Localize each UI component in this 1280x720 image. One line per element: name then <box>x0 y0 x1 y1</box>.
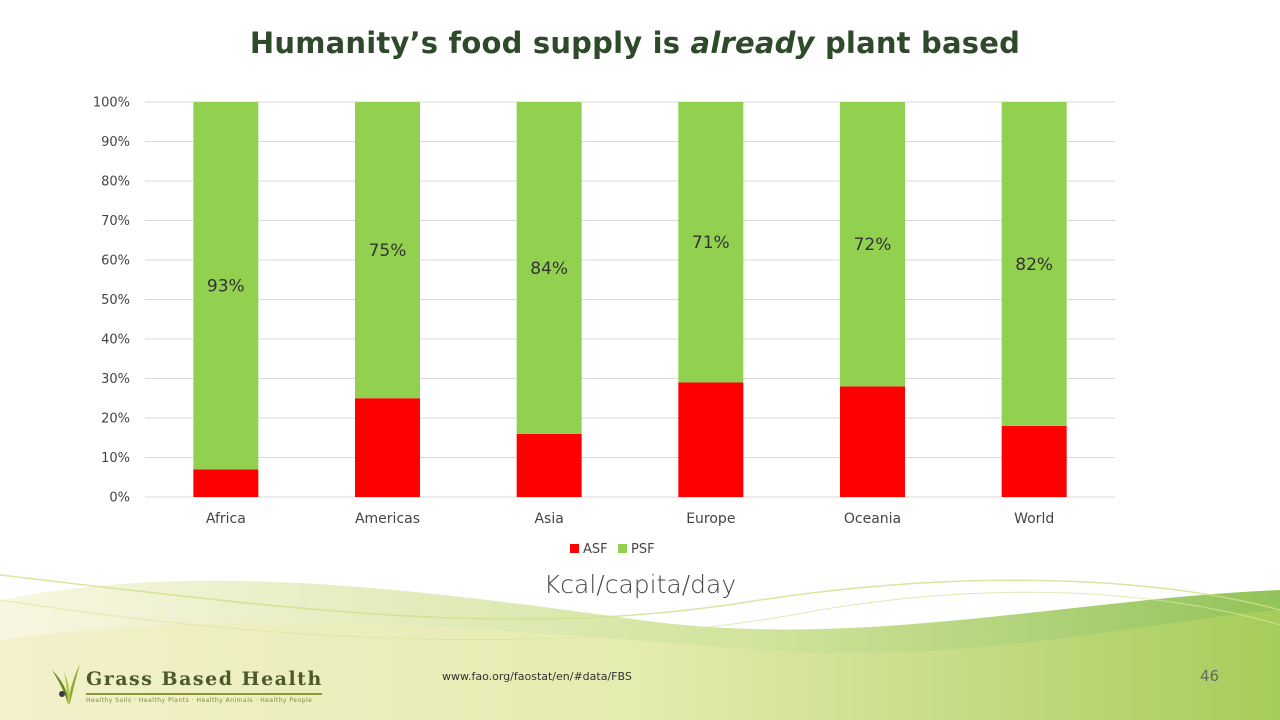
bar-asf <box>193 469 259 497</box>
x-category-label: Africa <box>206 511 246 527</box>
legend-swatch-asf <box>570 544 579 553</box>
chart-subtitle: Kcal/capita/day <box>543 570 737 599</box>
title-emphasis: already <box>690 26 815 60</box>
bar-psf <box>678 102 744 383</box>
legend-label-asf: ASF <box>583 542 608 557</box>
y-tick-label: 70% <box>101 214 130 229</box>
y-tick-label: 10% <box>101 451 130 466</box>
y-tick-label: 40% <box>101 333 130 348</box>
data-label: 72% <box>854 235 892 255</box>
bar-asf <box>516 433 582 497</box>
data-label: 71% <box>692 233 730 253</box>
data-label: 93% <box>207 277 245 297</box>
legend-swatch-psf <box>618 544 627 553</box>
bar-asf <box>678 382 744 497</box>
source-citation: www.fao.org/faostat/en/#data/FBS <box>442 670 632 683</box>
bar-asf <box>355 398 420 497</box>
bar-asf <box>1001 425 1067 497</box>
bar-psf <box>1001 102 1067 426</box>
y-tick-label: 0% <box>109 491 130 506</box>
x-category-label: Americas <box>355 511 420 527</box>
slide-number: 46 <box>1200 667 1220 685</box>
y-tick-label: 20% <box>101 412 130 427</box>
bar-psf <box>840 102 905 387</box>
slide-title: Humanity’s food supply is already plant … <box>0 26 1270 60</box>
data-label: 75% <box>369 241 407 261</box>
title-text: Humanity’s food supply is <box>249 26 691 60</box>
logo-name: Grass Based Health <box>86 668 323 690</box>
grass-based-health-logo: Grass Based Health Healthy Soils · Healt… <box>50 660 330 710</box>
x-category-label: Asia <box>534 511 563 527</box>
data-label: 84% <box>530 259 568 279</box>
bar-psf <box>193 102 259 470</box>
grass-leaf-icon <box>52 664 80 704</box>
y-tick-label: 80% <box>101 175 130 190</box>
logo-tagline: Healthy Soils · Healthy Plants · Healthy… <box>86 697 313 704</box>
y-tick-label: 100% <box>93 96 130 111</box>
x-category-label: World <box>1014 511 1054 527</box>
stacked-bar-chart: 0% 10% 20% 30% 40% 50% 60% 70% 80% 90% 100% 93% Afri… <box>93 96 1115 557</box>
y-tick-label: 50% <box>101 293 130 308</box>
title-text-end: plant based <box>814 26 1021 60</box>
y-tick-label: 60% <box>101 254 130 269</box>
x-category-label: Oceania <box>844 511 901 527</box>
x-category-label: Europe <box>686 511 735 527</box>
y-tick-label: 90% <box>101 135 130 150</box>
bar-psf <box>355 102 420 399</box>
data-label: 82% <box>1015 255 1053 275</box>
logo-divider <box>86 693 322 695</box>
y-tick-label: 30% <box>101 372 130 387</box>
bar-asf <box>840 386 905 497</box>
legend-label-psf: PSF <box>631 542 655 557</box>
bar-psf <box>516 102 582 434</box>
